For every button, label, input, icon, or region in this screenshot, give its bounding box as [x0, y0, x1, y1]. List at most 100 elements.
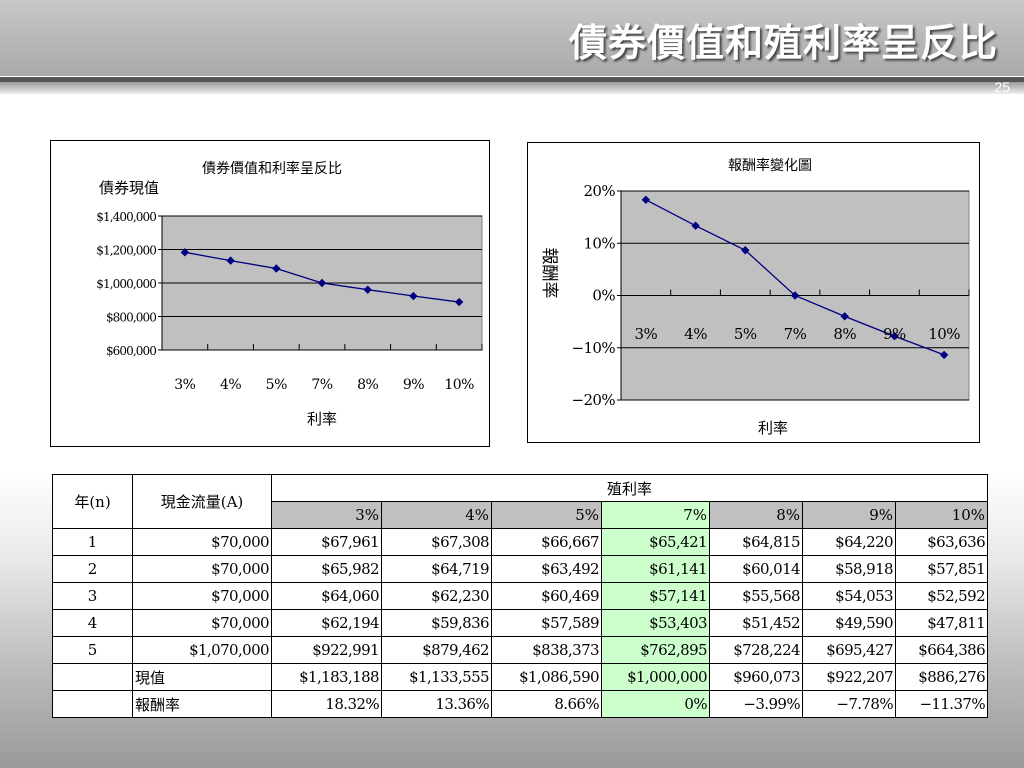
- x-tick-label: 9%: [883, 325, 906, 343]
- rate-header: 9%: [802, 501, 896, 529]
- header-year: 年(n): [52, 474, 133, 529]
- x-tick-label: 7%: [784, 325, 807, 343]
- table-row: 3 $70,000 $64,060 $62,230 $60,469 $57,141 $55,…: [52, 582, 989, 610]
- value-cell: $1,000,000: [601, 663, 710, 691]
- data-point: [890, 331, 899, 341]
- x-tick-label: 5%: [734, 325, 757, 343]
- value-cell: −11.37%: [894, 690, 989, 718]
- x-tick-label: 7%: [311, 377, 332, 393]
- cashflow-cell: 現值: [132, 663, 272, 691]
- y-tick-label: 0%: [592, 287, 615, 305]
- year-cell: 2: [52, 555, 133, 583]
- value-cell: $60,469: [491, 582, 602, 610]
- x-tick-label: 10%: [928, 325, 960, 343]
- year-cell: [52, 690, 133, 718]
- return-rate-row: 報酬率 18.32% 13.36% 8.66% 0% −3.99% −7.78% −11.37…: [52, 690, 989, 718]
- data-point: [691, 221, 700, 230]
- rate-header-row: 3% 4% 5% 7% 8% 9% 10%: [53, 501, 989, 529]
- table-row: 4 $70,000 $62,194 $59,836 $57,589 $53,403 $51,…: [52, 609, 989, 637]
- value-cell: 18.32%: [271, 690, 382, 718]
- year-cell: [52, 663, 133, 691]
- chart-title: 債券價值和利率呈反比: [202, 160, 342, 177]
- table-row: 1 $70,000 $67,961 $67,308 $66,667 $65,421 $64,…: [52, 528, 989, 556]
- cashflow-cell: $70,000: [132, 528, 272, 556]
- value-cell: $695,427: [802, 636, 896, 664]
- value-cell: $60,014: [709, 555, 803, 583]
- cashflow-cell: $1,070,000: [132, 636, 272, 664]
- value-cell: $64,220: [802, 528, 896, 556]
- value-cell: 13.36%: [381, 690, 492, 718]
- cashflow-cell: 報酬率: [132, 690, 272, 718]
- rate-header: 8%: [709, 501, 803, 529]
- value-cell: $49,590: [802, 609, 896, 637]
- value-cell: $886,276: [894, 663, 989, 691]
- data-point: [454, 297, 464, 307]
- y-tick-label: $600,000: [106, 344, 156, 358]
- value-cell: 0%: [601, 690, 710, 718]
- rate-header: 7%: [601, 501, 710, 529]
- value-cell: $63,636: [894, 528, 989, 556]
- value-cell: $52,592: [894, 582, 989, 610]
- header-cashflow: 現金流量(A): [132, 474, 272, 529]
- data-point: [317, 278, 327, 288]
- y-tick-label: −10%: [571, 339, 615, 357]
- y-tick-label: $1,400,000: [96, 210, 156, 224]
- value-cell: $64,815: [709, 528, 803, 556]
- value-cell: $58,918: [802, 555, 896, 583]
- x-tick-label: 5%: [266, 377, 287, 393]
- x-axis-title: 利率: [758, 419, 788, 437]
- y-axis-title: 債券現值: [99, 179, 159, 197]
- value-cell: $59,836: [381, 609, 492, 637]
- value-cell: $1,086,590: [491, 663, 602, 691]
- cashflow-cell: $70,000: [132, 609, 272, 637]
- rate-header: 5%: [491, 501, 602, 529]
- cashflow-cell: $70,000: [132, 582, 272, 610]
- value-cell: $728,224: [709, 636, 803, 664]
- value-cell: −7.78%: [802, 690, 896, 718]
- data-point: [790, 291, 800, 300]
- value-cell: $55,568: [709, 582, 803, 610]
- value-cell: $922,991: [271, 636, 382, 664]
- x-tick-label: 3%: [174, 377, 195, 393]
- value-cell: $762,895: [601, 636, 710, 664]
- value-cell: $664,386: [894, 636, 989, 664]
- x-tick-label: 4%: [684, 325, 707, 343]
- year-cell: 5: [52, 636, 133, 664]
- table-header-row: 年(n) 現金流量(A) 殖利率: [52, 474, 989, 529]
- y-tick-label: $1,000,000: [96, 277, 156, 291]
- value-cell: $64,719: [381, 555, 492, 583]
- data-point: [409, 291, 418, 301]
- y-tick-label: 20%: [583, 182, 615, 200]
- year-cell: 1: [52, 528, 133, 556]
- value-cell: $67,961: [271, 528, 382, 556]
- value-cell: $62,194: [271, 609, 382, 637]
- chart-title: 報酬率變化圖: [728, 157, 812, 174]
- value-cell: $879,462: [381, 636, 492, 664]
- value-cell: 8.66%: [491, 690, 602, 718]
- table-row: 2 $70,000 $65,982 $64,719 $63,492 $61,141 $60,…: [52, 555, 989, 583]
- x-tick-label: 10%: [444, 377, 474, 393]
- x-tick-label: 9%: [403, 377, 424, 393]
- title-divider-shadow: [0, 82, 1024, 94]
- rate-header: 10%: [894, 501, 989, 529]
- value-cell: $1,133,555: [381, 663, 492, 691]
- value-cell: $57,589: [491, 609, 602, 637]
- value-cell: $67,308: [381, 528, 492, 556]
- bond-value-table: 年(n) 現金流量(A) 殖利率 3% 4% 5% 7% 8% 9% 10% 1 $70,00…: [52, 474, 989, 718]
- x-tick-label: 8%: [833, 325, 856, 343]
- value-cell: $61,141: [601, 555, 710, 583]
- value-cell: $922,207: [802, 663, 896, 691]
- header-yield-group: 殖利率: [270, 474, 989, 502]
- value-cell: $51,452: [709, 609, 803, 637]
- value-cell: $54,053: [802, 582, 896, 610]
- year-cell: 3: [52, 582, 133, 610]
- x-tick-label: 3%: [634, 325, 657, 343]
- value-cell: $62,230: [381, 582, 492, 610]
- y-tick-label: $1,200,000: [96, 244, 156, 258]
- value-cell: $53,403: [601, 609, 710, 637]
- title-band: [0, 0, 1024, 76]
- slide-title: 債券價值和殖利率呈反比: [568, 21, 998, 65]
- value-cell: −3.99%: [709, 690, 803, 718]
- x-axis-title: 利率: [307, 410, 337, 428]
- year-cell: 4: [52, 609, 133, 637]
